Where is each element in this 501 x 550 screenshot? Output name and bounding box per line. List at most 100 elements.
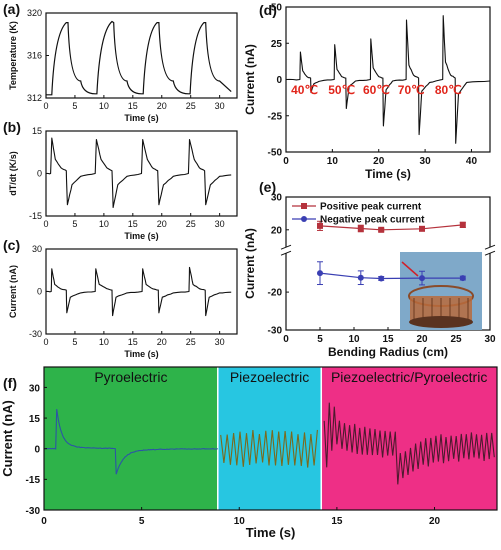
x-tick-label: 5 bbox=[72, 337, 77, 347]
axis-break-mark bbox=[484, 244, 496, 250]
y-axis-label: Current (nA) bbox=[0, 400, 15, 477]
x-tick-label: 5 bbox=[72, 101, 77, 111]
panel-a: 0 5 10 15 20 25 30 312 316 320 Time (s) Temperature… bbox=[3, 1, 238, 123]
current-series bbox=[285, 15, 491, 144]
y-tick-label: 0 bbox=[37, 169, 42, 179]
panel-label: (a) bbox=[3, 1, 20, 17]
temperature-annotation: 40℃ bbox=[291, 83, 318, 97]
y-tick-label: 30 bbox=[271, 193, 283, 204]
x-tick-label: 15 bbox=[331, 516, 343, 527]
x-tick-label: 0 bbox=[283, 156, 289, 167]
panel-label: (d) bbox=[259, 2, 277, 18]
y-axis-label: Temperature (K) bbox=[8, 21, 18, 90]
panel-d: 0 10 20 30 40 -50 -25 0 25 50 Time (s) Current (nA)… bbox=[243, 2, 491, 181]
data-point bbox=[317, 270, 323, 277]
x-tick-label: 5 bbox=[317, 334, 323, 345]
x-tick-label: 0 bbox=[43, 337, 48, 347]
panel-label: (f) bbox=[3, 375, 17, 391]
data-point bbox=[459, 221, 466, 228]
y-tick-label: -15 bbox=[29, 211, 42, 221]
data-point bbox=[378, 226, 385, 233]
y-tick-label: -25 bbox=[268, 111, 283, 122]
series-line bbox=[319, 224, 463, 231]
y-tick-label: 30 bbox=[32, 244, 42, 254]
x-tick-label: 5 bbox=[72, 219, 77, 229]
y-tick-label: 25 bbox=[271, 39, 283, 50]
device-base bbox=[409, 316, 473, 328]
temperature-annotation: 70℃ bbox=[398, 83, 425, 97]
axis-break-gap bbox=[486, 247, 494, 254]
x-tick-label: 0 bbox=[43, 219, 48, 229]
data-point bbox=[317, 222, 323, 229]
x-tick-label: 10 bbox=[348, 334, 360, 345]
plot-frame bbox=[43, 366, 498, 511]
x-tick-label: 25 bbox=[186, 219, 196, 229]
data-point bbox=[419, 225, 425, 232]
x-tick-label: 0 bbox=[283, 334, 289, 345]
x-tick-label: 10 bbox=[234, 516, 246, 527]
x-tick-label: 5 bbox=[139, 516, 145, 527]
region-label: Pyroelectric bbox=[94, 369, 167, 385]
x-tick-label: 40 bbox=[466, 156, 478, 167]
x-tick-label: 30 bbox=[484, 334, 496, 345]
legend-marker bbox=[301, 203, 307, 209]
x-tick-label: 20 bbox=[157, 219, 167, 229]
legend-label: Positive peak current bbox=[320, 202, 422, 213]
pyroelectric-trace bbox=[43, 409, 218, 475]
y-tick-label: -15 bbox=[26, 475, 41, 486]
x-tick-label: 25 bbox=[186, 101, 196, 111]
combined-trace bbox=[323, 402, 495, 485]
temperature-series bbox=[46, 20, 232, 96]
x-tick-label: 10 bbox=[99, 219, 109, 229]
region-0 bbox=[44, 367, 218, 510]
y-tick-label: 15 bbox=[32, 126, 42, 136]
data-point bbox=[419, 275, 425, 282]
panel-e: 0 5 10 15 20 25 30 -30 -20 20 30 Bending Radius (cm… bbox=[243, 179, 496, 359]
data-point bbox=[357, 225, 364, 232]
x-tick-label: 25 bbox=[186, 337, 196, 347]
x-tick-label: 20 bbox=[429, 516, 441, 527]
x-axis-label: Time (s) bbox=[124, 113, 158, 123]
wire bbox=[401, 261, 419, 277]
y-tick-label: 320 bbox=[27, 8, 42, 18]
x-tick-label: 20 bbox=[157, 337, 167, 347]
x-tick-label: 30 bbox=[215, 337, 225, 347]
x-tick-label: 10 bbox=[99, 337, 109, 347]
y-tick-label: 0 bbox=[34, 445, 40, 456]
x-tick-label: 30 bbox=[215, 101, 225, 111]
y-axis-label: Current (nA) bbox=[243, 228, 257, 299]
y-axis-label: dT/dt (K/s) bbox=[8, 151, 18, 196]
y-tick-label: 316 bbox=[27, 51, 42, 61]
y-tick-label: 312 bbox=[27, 93, 42, 103]
x-tick-label: 15 bbox=[128, 337, 138, 347]
x-tick-label: 30 bbox=[215, 219, 225, 229]
axis-break-mark bbox=[280, 250, 292, 256]
legend-label: Negative peak current bbox=[320, 215, 425, 226]
axis-break-gap bbox=[282, 247, 290, 254]
x-axis-label: Bending Radius (cm) bbox=[328, 345, 448, 359]
x-tick-label: 30 bbox=[420, 156, 432, 167]
panel-f: Pyroelectric Piezoelectric Piezoelectric/P… bbox=[0, 366, 498, 540]
temperature-annotation: 50℃ bbox=[328, 83, 355, 97]
data-point bbox=[357, 274, 364, 281]
x-tick-label: 10 bbox=[99, 101, 109, 111]
y-tick-label: 15 bbox=[29, 414, 41, 425]
panel-label: (e) bbox=[259, 179, 276, 195]
region-label: Piezoelectric bbox=[230, 369, 309, 385]
x-tick-label: 25 bbox=[450, 334, 462, 345]
plot-frame bbox=[285, 6, 491, 153]
region-label: Piezoelectric/Pyroelectric bbox=[331, 369, 487, 385]
y-tick-label: 30 bbox=[29, 383, 41, 394]
x-tick-label: 15 bbox=[128, 219, 138, 229]
x-tick-label: 15 bbox=[382, 334, 394, 345]
panel-label: (c) bbox=[3, 237, 20, 253]
current-series bbox=[45, 266, 232, 317]
legend-marker bbox=[301, 216, 307, 222]
panel-label: (b) bbox=[3, 119, 21, 135]
x-axis-label: Time (s) bbox=[124, 349, 158, 359]
data-point bbox=[378, 275, 385, 282]
device-photo bbox=[400, 252, 482, 330]
